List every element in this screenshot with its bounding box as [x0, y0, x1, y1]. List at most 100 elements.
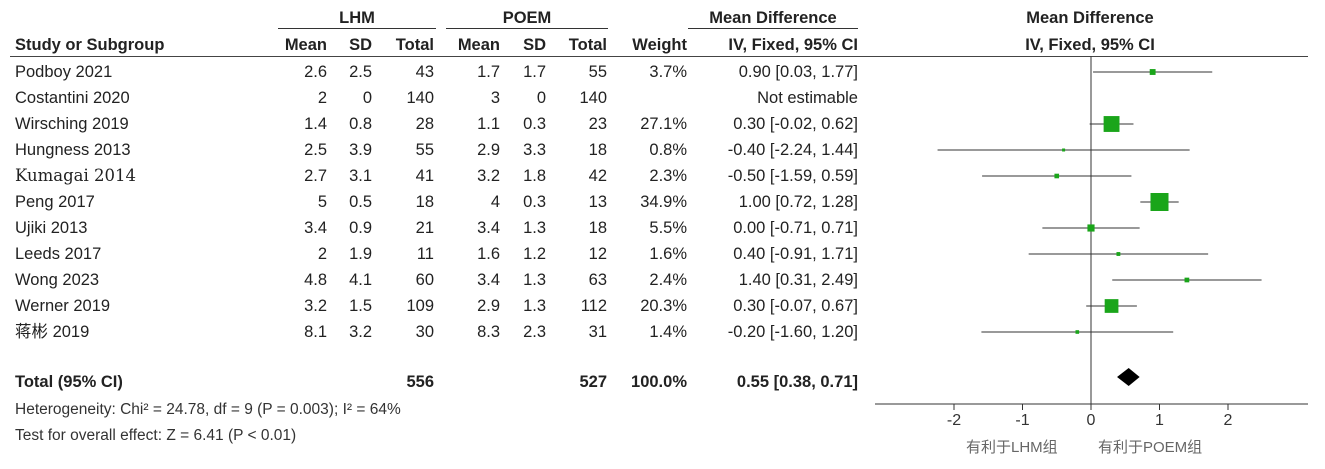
lhm-mean: 2.6: [304, 63, 327, 81]
lhm-sd: 3.1: [349, 167, 372, 185]
total-ci: 0.55 [0.38, 0.71]: [736, 373, 858, 391]
ci-text: 0.30 [-0.07, 0.67]: [733, 297, 858, 315]
weight: 2.4%: [649, 271, 687, 289]
study-name: Wirsching 2019: [15, 115, 129, 133]
poem-mean: 2.9: [477, 297, 500, 315]
poem-total: 140: [579, 89, 607, 107]
pooled-diamond: [1117, 368, 1140, 386]
effect-square: [1184, 277, 1190, 283]
poem-total: 42: [588, 167, 607, 185]
poem-total: 31: [588, 323, 607, 341]
lhm-sd: 0.9: [349, 219, 372, 237]
ci-text: 0.90 [0.03, 1.77]: [738, 63, 858, 81]
study-column-header: Study or Subgroup: [15, 36, 165, 54]
poem-mean: 1.6: [477, 245, 500, 263]
lhm-total: 28: [415, 115, 434, 133]
lhm-group-header: LHM: [278, 8, 436, 29]
lhm-mean: 3.2: [304, 297, 327, 315]
poem-mean: 2.9: [477, 141, 500, 159]
lhm-sd: 3.2: [349, 323, 372, 341]
x-tick-label: -1: [1015, 412, 1029, 429]
header-divider: [10, 56, 1308, 57]
poem-sd: 0: [536, 89, 546, 107]
ci-text: 0.00 [-0.71, 0.71]: [733, 219, 858, 237]
study-name: Werner 2019: [15, 297, 111, 315]
lhm-mean: 2.7: [304, 167, 327, 185]
weight: 1.6%: [649, 245, 687, 263]
study-name: Costantini 2020: [15, 89, 130, 107]
poem-sd: 1.7: [523, 63, 546, 81]
weight: 3.7%: [649, 63, 687, 81]
lhm-mean: 4.8: [304, 271, 327, 289]
plot-group-header: Mean Difference: [1026, 9, 1154, 27]
total-lhm-n: 556: [406, 373, 434, 391]
effect-square: [1150, 193, 1169, 211]
ci-text: 0.40 [-0.91, 1.71]: [733, 245, 858, 263]
weight: 5.5%: [649, 219, 687, 237]
effect-square: [1116, 252, 1121, 256]
poem-total: 18: [588, 219, 607, 237]
lhm-total: 41: [415, 167, 434, 185]
lhm-total: 60: [415, 271, 434, 289]
ci-text: 1.40 [0.31, 2.49]: [738, 271, 858, 289]
poem-sd: 1.3: [523, 297, 546, 315]
lhm-mean-header: Mean: [284, 36, 327, 54]
poem-total: 23: [588, 115, 607, 133]
lhm-sd-header: SD: [349, 36, 372, 54]
lhm-total: 140: [406, 89, 434, 107]
lhm-mean: 3.4: [304, 219, 327, 237]
lhm-total: 18: [415, 193, 434, 211]
total-weight: 100.0%: [631, 373, 687, 391]
lhm-mean: 2.5: [304, 141, 327, 159]
x-tick-label: 2: [1224, 412, 1233, 429]
x-tick-label: -2: [947, 412, 961, 429]
plot-ci-header: IV, Fixed, 95% CI: [1025, 36, 1155, 54]
lhm-total: 11: [416, 245, 434, 263]
favours-poem-label: 有利于POEM组: [1098, 439, 1203, 456]
poem-mean: 4: [490, 193, 500, 211]
poem-mean: 3: [490, 89, 500, 107]
lhm-mean: 1.4: [304, 115, 327, 133]
poem-mean: 1.1: [477, 115, 500, 133]
lhm-sd: 0.5: [349, 193, 372, 211]
total-poem-n: 527: [579, 373, 607, 391]
lhm-total: 55: [415, 141, 434, 159]
poem-sd: 1.2: [523, 245, 546, 263]
poem-mean: 8.3: [477, 323, 500, 341]
poem-sd-header: SD: [523, 36, 546, 54]
ci-text: 1.00 [0.72, 1.28]: [738, 193, 858, 211]
md-group-header: Mean Difference: [688, 8, 858, 29]
ci-text: Not estimable: [757, 89, 858, 107]
poem-mean: 3.4: [477, 271, 500, 289]
weight: 27.1%: [640, 115, 687, 133]
weight-header: Weight: [632, 36, 687, 54]
study-name: Wong 2023: [15, 271, 100, 289]
poem-sd: 1.8: [523, 167, 546, 185]
lhm-sd: 1.5: [349, 297, 372, 315]
poem-total: 18: [588, 141, 607, 159]
study-name: Podboy 2021: [15, 63, 113, 81]
lhm-sd: 4.1: [349, 271, 372, 289]
favours-lhm-label: 有利于LHM组: [966, 439, 1058, 456]
lhm-sd: 0: [362, 89, 372, 107]
poem-sd: 1.3: [523, 219, 546, 237]
study-name: Leeds 2017: [15, 245, 102, 263]
poem-mean: 3.4: [477, 219, 500, 237]
heterogeneity-text: Heterogeneity: Chi² = 24.78, df = 9 (P =…: [15, 401, 401, 418]
lhm-total: 30: [415, 323, 434, 341]
ci-header: IV, Fixed, 95% CI: [728, 36, 858, 54]
poem-total: 12: [588, 245, 607, 263]
lhm-sd: 1.9: [349, 245, 372, 263]
ci-text: -0.40 [-2.24, 1.44]: [727, 141, 858, 159]
weight: 1.4%: [649, 323, 687, 341]
lhm-sd: 3.9: [349, 141, 372, 159]
ci-text: -0.20 [-1.60, 1.20]: [727, 323, 858, 341]
poem-total: 55: [588, 63, 607, 81]
ci-text: -0.50 [-1.59, 0.59]: [727, 167, 858, 185]
total-label: Total (95% CI): [15, 373, 123, 391]
effect-square: [1149, 69, 1156, 75]
effect-square: [1062, 148, 1066, 152]
lhm-sd: 0.8: [349, 115, 372, 133]
poem-sd: 1.3: [523, 271, 546, 289]
